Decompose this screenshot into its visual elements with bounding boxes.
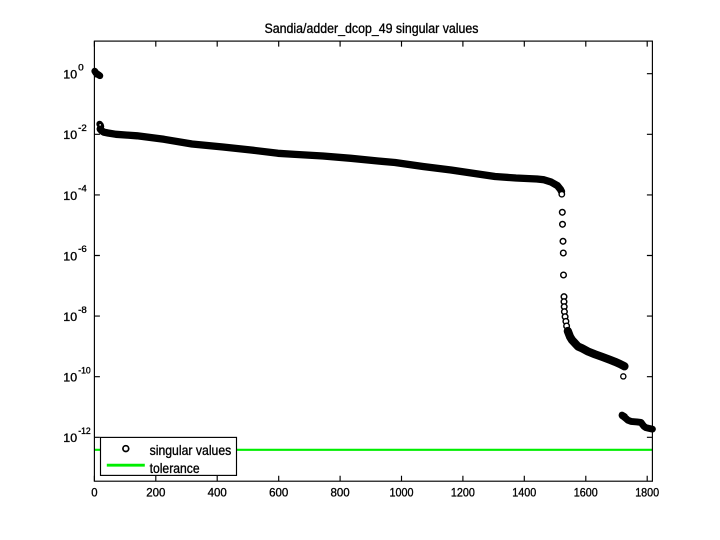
svg-text:10: 10 [63,191,77,203]
svg-text:-10: -10 [78,365,91,375]
svg-text:0: 0 [91,487,97,499]
svg-text:200: 200 [146,487,165,499]
svg-text:0: 0 [78,62,84,72]
svg-text:10: 10 [63,312,77,324]
svg-text:-12: -12 [78,426,91,436]
svg-text:10: 10 [63,130,77,142]
svg-text:1800: 1800 [635,487,659,499]
svg-text:-6: -6 [78,244,87,254]
svg-text:1200: 1200 [451,487,475,499]
svg-text:10: 10 [63,251,77,263]
svg-text:10: 10 [63,70,77,82]
svg-text:1400: 1400 [512,487,536,499]
svg-text:800: 800 [331,487,350,499]
svg-text:Sandia/adder_dcop_49 singular: Sandia/adder_dcop_49 singular values [265,21,479,36]
svg-text:1600: 1600 [574,487,598,499]
svg-text:-8: -8 [78,305,87,315]
svg-text:10: 10 [63,373,77,385]
svg-text:singular values: singular values [150,442,232,458]
svg-text:1000: 1000 [390,487,414,499]
svg-text:tolerance: tolerance [150,460,200,476]
svg-text:600: 600 [269,487,288,499]
svg-text:-2: -2 [78,123,87,133]
svg-text:-4: -4 [78,184,87,194]
svg-text:10: 10 [63,433,77,445]
svg-text:400: 400 [208,487,227,499]
